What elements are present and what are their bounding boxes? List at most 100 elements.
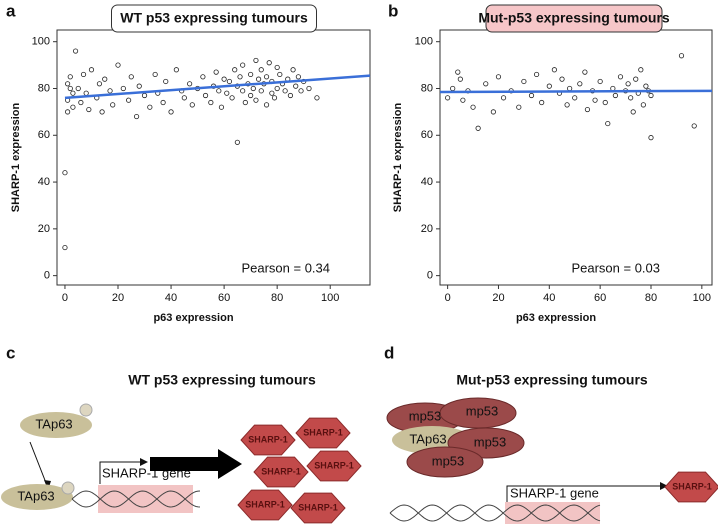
point [678,53,685,59]
annotation: Pearson = 0.34 [241,260,330,275]
panel-letter: b [388,1,398,20]
point [189,102,195,108]
point [128,74,134,80]
point [216,88,222,94]
protein-knob [61,481,75,495]
point [271,95,278,101]
point [173,67,179,73]
protein-knob [79,403,93,417]
point [120,85,126,92]
point [65,81,71,87]
product-label: SHARP-1 [314,460,354,470]
protein-label: TAp63 [17,488,54,503]
point [445,95,451,101]
point [70,104,76,110]
point [202,92,209,99]
product-label: SHARP-1 [248,434,288,444]
x-tick-label: 60 [218,292,230,304]
point [298,88,304,94]
y-axis-label: SHARP-1 expression [392,103,404,213]
x-tick-label: 100 [693,292,711,304]
chart-title: WT p53 expressing tumours [120,10,308,26]
point [625,81,631,87]
point [475,125,481,131]
point [72,48,79,54]
dna-strand [389,504,601,522]
point [691,123,697,129]
point [306,85,312,92]
point [133,113,140,120]
product-label: SHARP-1 [245,499,285,509]
point [152,71,158,78]
point [232,67,238,73]
point [567,85,573,92]
big-arrow [150,449,242,479]
x-tick-label: 60 [594,292,606,304]
y-tick-label: 40 [421,176,433,188]
point [163,78,169,85]
x-tick-label: 20 [112,292,124,304]
point [62,170,68,176]
point [572,95,578,101]
point [628,95,634,101]
product [240,424,296,456]
point [551,67,557,73]
protein [1,484,73,510]
product [290,492,346,524]
product [253,456,309,488]
gene-label: SHARP-1 gene [510,485,599,500]
point [287,92,294,99]
fit-line [64,74,371,100]
point [200,74,206,80]
point [450,85,456,92]
mutant-label: mp53 [432,453,465,468]
y-tick-label: 100 [32,36,50,48]
x-axis-label: p63 expression [516,312,596,324]
point [242,99,248,106]
point [234,139,240,145]
point [255,76,262,82]
point [240,62,246,68]
x-tick-label: 20 [492,292,504,304]
mutant-label: mp53 [474,434,507,449]
dna-strand [389,504,601,522]
y-tick-label: 0 [427,270,433,282]
product [664,471,718,503]
x-tick-label: 80 [645,292,657,304]
point [221,76,227,82]
x-axis-label: p63 expression [153,312,233,324]
point [597,78,603,85]
x-tick-label: 0 [445,292,451,304]
point [546,83,552,89]
point [107,88,113,94]
point [528,92,535,99]
point [263,74,270,80]
product [306,450,362,482]
protein-label: TAp63 [35,416,72,431]
point [226,78,233,85]
point [293,83,299,89]
panel-title: WT p53 expressing tumours [128,372,316,388]
point [258,67,264,73]
point [460,97,466,103]
arrowhead [140,458,148,466]
panel-letter: c [6,343,15,362]
point [638,67,644,73]
point [295,74,301,80]
point [582,69,588,75]
y-tick-label: 60 [38,129,50,141]
point [559,76,565,82]
gene-box [505,502,600,524]
plot-frame [56,29,371,286]
product-label: SHARP-1 [261,466,301,476]
point [213,69,219,75]
y-tick-label: 20 [38,223,50,235]
y-tick-label: 0 [44,270,50,282]
point [269,90,275,96]
point [495,74,502,80]
point [141,92,148,99]
dna-strand [71,490,201,508]
product-label: SHARP-1 [298,502,338,512]
point [250,85,256,92]
point [266,60,272,66]
